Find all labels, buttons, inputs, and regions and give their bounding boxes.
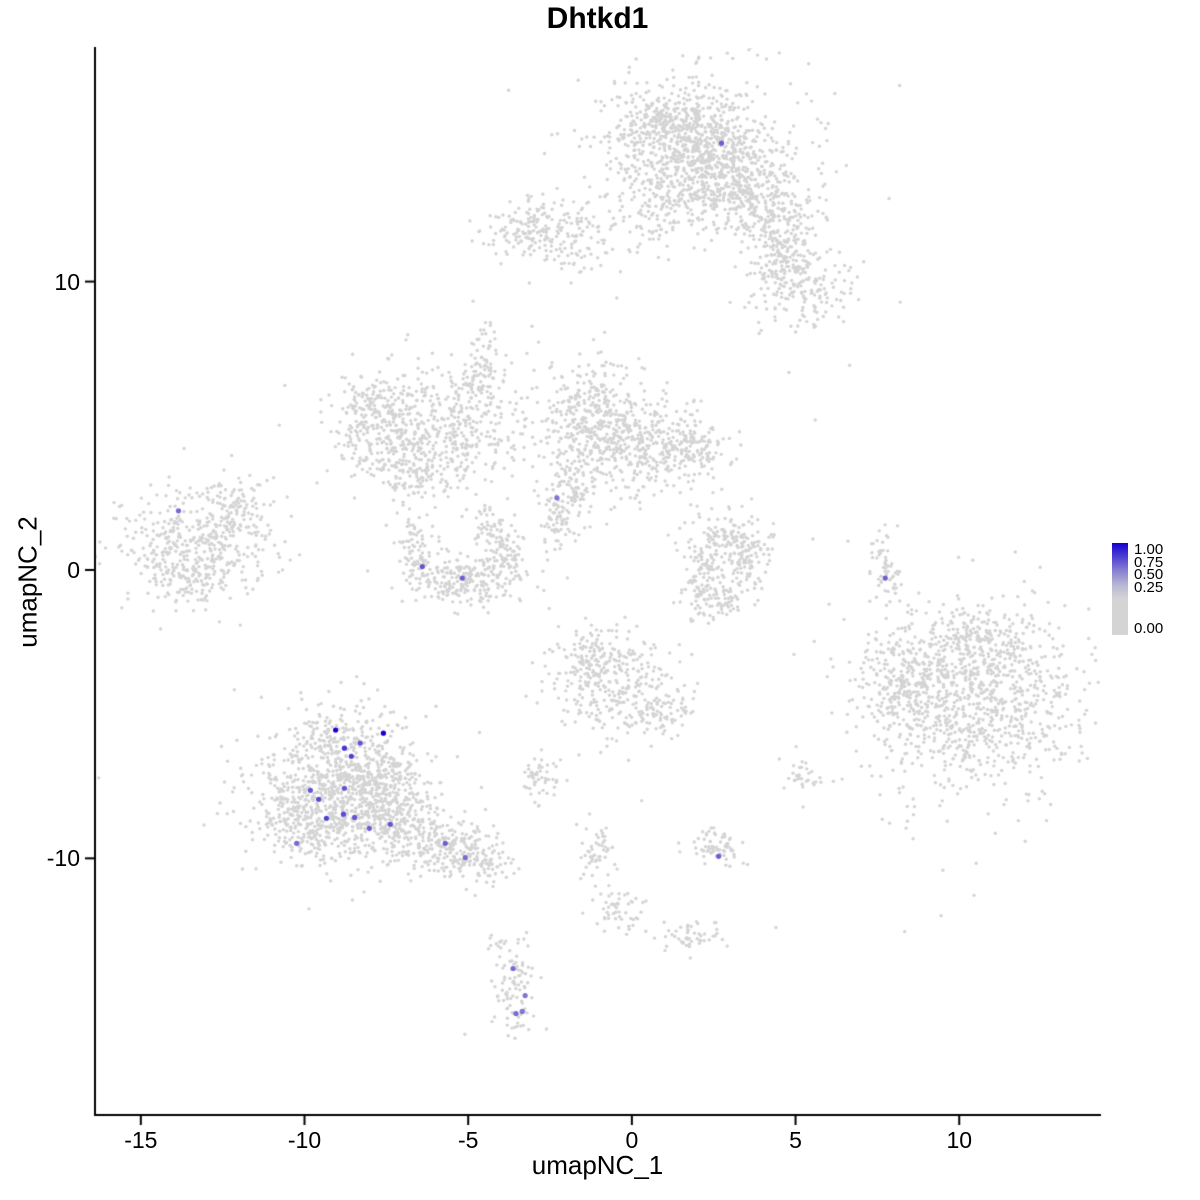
- x-tick-label: 5: [789, 1127, 802, 1153]
- legend-label: 0.50: [1134, 566, 1164, 583]
- y-tick-label: -10: [46, 845, 80, 872]
- x-tick-label: -10: [287, 1127, 322, 1153]
- x-tick-label: 0: [625, 1127, 639, 1153]
- x-axis-label: umapNC_1: [531, 1150, 664, 1180]
- y-tick-label: 0: [67, 556, 80, 583]
- chart-title: Dhtkd1: [546, 2, 649, 35]
- x-tick-label: 10: [946, 1127, 973, 1153]
- legend-gradient-bar: [1112, 543, 1128, 635]
- x-tick-label: -15: [124, 1127, 158, 1153]
- legend-label: 1.00: [1134, 541, 1164, 558]
- legend-label: 0.00: [1134, 620, 1164, 637]
- legend-label: 0.75: [1134, 554, 1164, 571]
- legend-label: 0.25: [1134, 579, 1164, 596]
- x-tick-label: -5: [457, 1127, 479, 1153]
- y-tick-label: 10: [54, 268, 80, 295]
- expression-legend: 1.00 0.75 0.50 0.25 0.00: [1112, 541, 1196, 639]
